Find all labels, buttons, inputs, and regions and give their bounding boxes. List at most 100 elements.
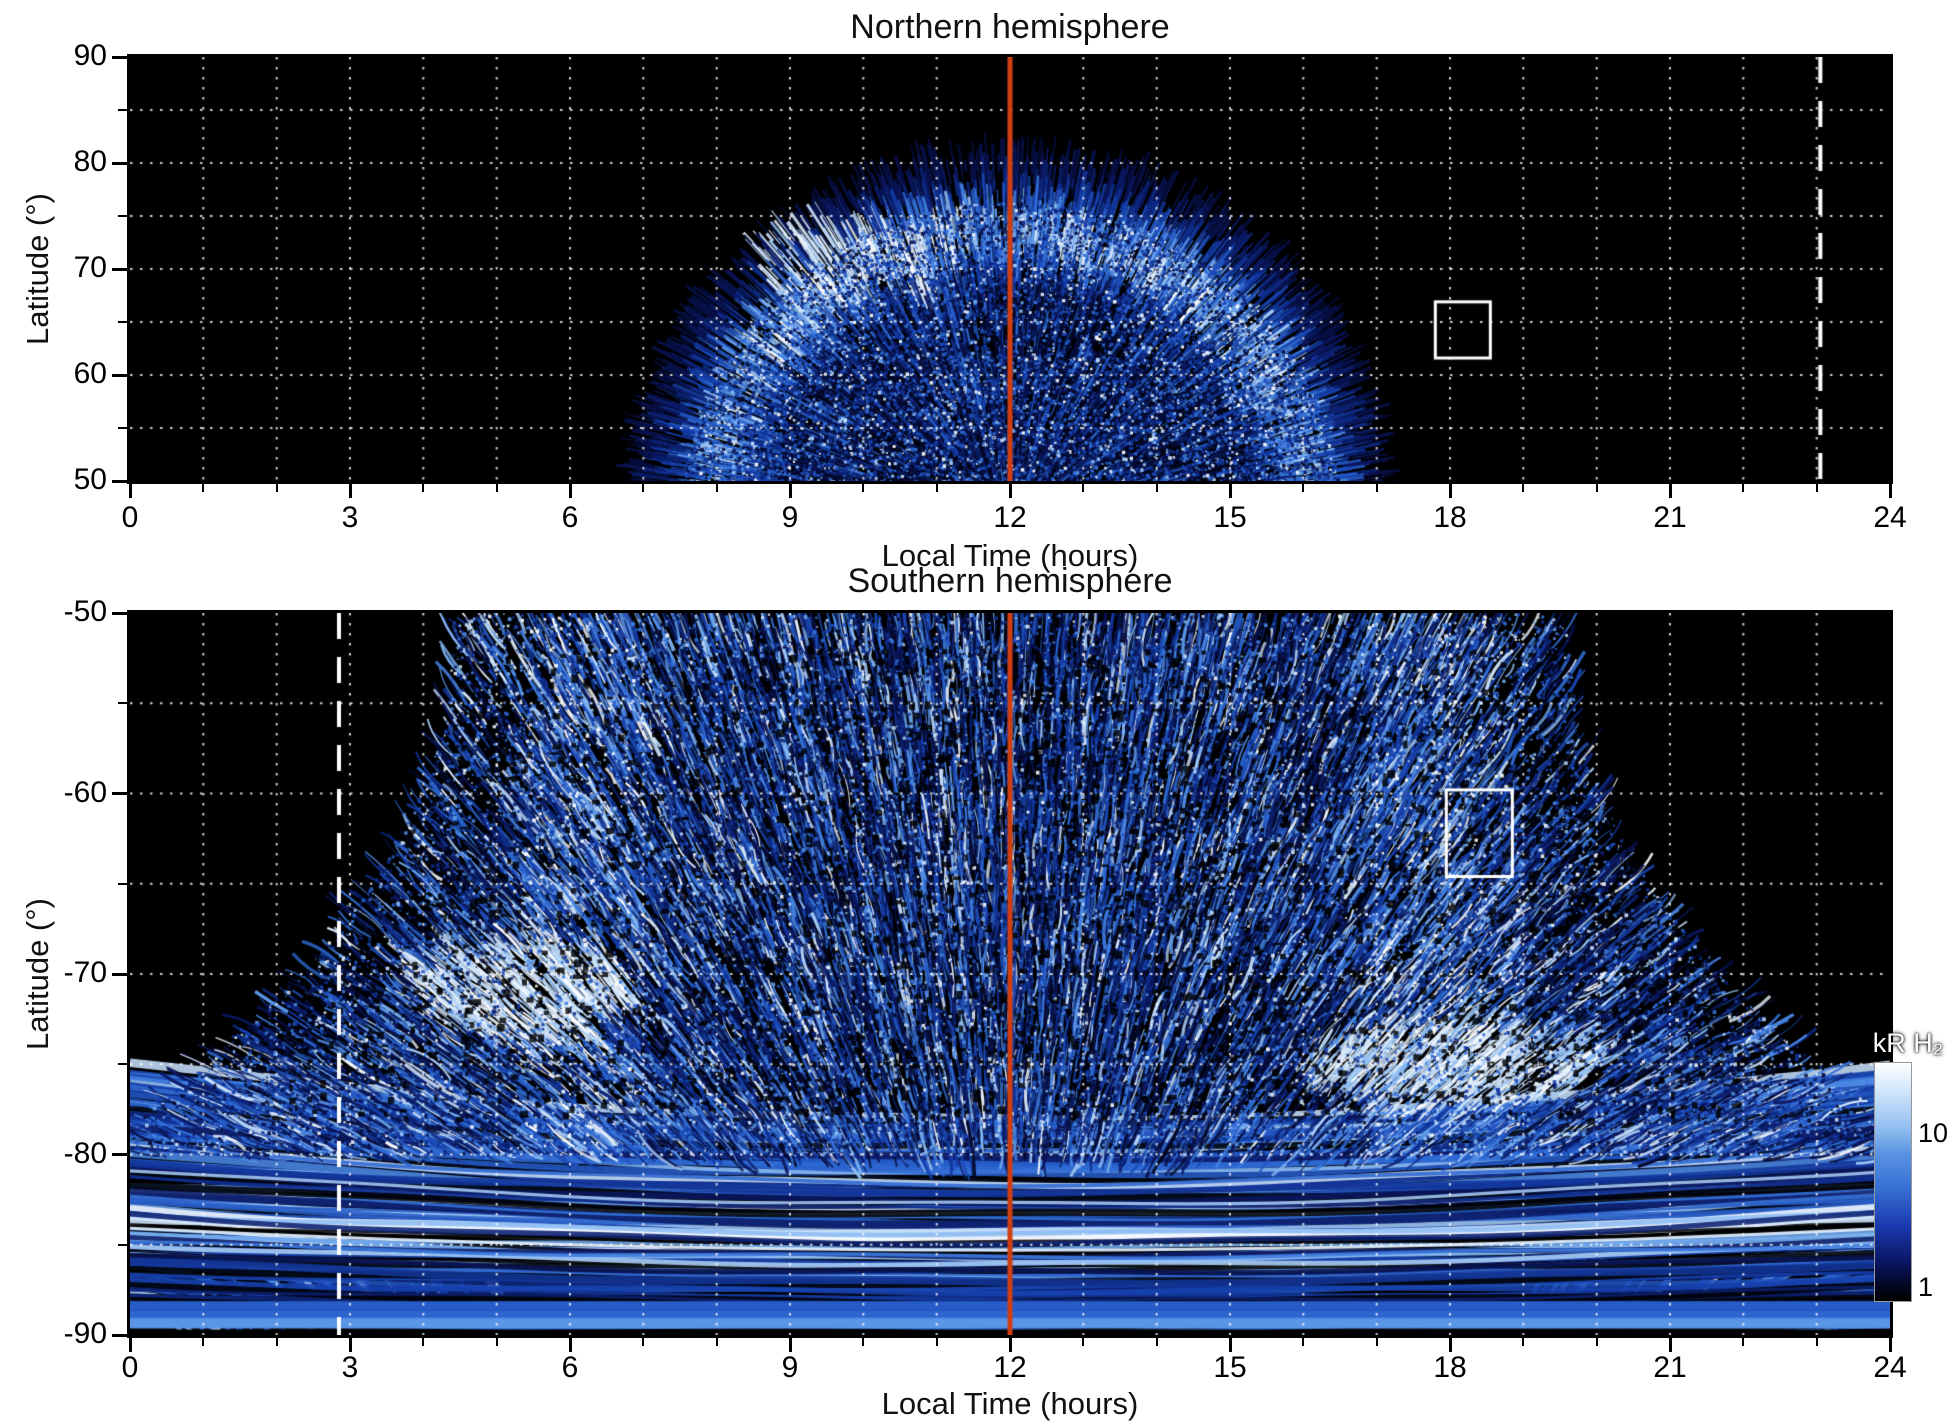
north-x-tick — [1595, 484, 1598, 492]
south-y-tick — [112, 611, 127, 615]
south-x-tick — [1595, 1338, 1598, 1346]
north-x-tick-label: 18 — [1433, 501, 1467, 534]
north-x-tick — [1375, 484, 1378, 492]
north-y-tick — [118, 427, 127, 429]
north-x-tick — [348, 484, 352, 498]
south-x-tick — [788, 1338, 792, 1352]
north-x-tick — [1888, 484, 1892, 498]
south-x-tick — [1375, 1338, 1378, 1346]
north-x-tick — [1228, 484, 1232, 498]
south-x-tick — [1155, 1338, 1158, 1346]
north-y-tick — [112, 479, 127, 483]
north-x-tick-label: 21 — [1653, 501, 1687, 534]
south-y-tick — [118, 1063, 127, 1066]
north-x-tick — [1155, 484, 1158, 492]
south-y-tick-label: -50 — [63, 595, 107, 628]
north-x-tick — [1742, 484, 1745, 492]
south-x-tick — [1888, 1338, 1892, 1352]
south-x-tick — [1228, 1338, 1232, 1352]
south-x-tick — [715, 1338, 718, 1346]
south-x-tick — [495, 1338, 498, 1346]
north-x-tick — [1668, 484, 1672, 498]
south-x-tick-label: 21 — [1653, 1351, 1687, 1384]
south-y-tick-label: -70 — [63, 956, 107, 989]
north-x-tick — [1082, 484, 1085, 492]
south-x-tick-label: 15 — [1213, 1351, 1247, 1384]
north-x-tick — [495, 484, 498, 492]
south-x-tick — [642, 1338, 645, 1346]
south-x-tick — [568, 1338, 572, 1352]
north-x-tick — [935, 484, 938, 492]
north-x-tick-label: 15 — [1213, 501, 1247, 534]
south-y-tick — [112, 1333, 127, 1337]
south-x-tick — [1082, 1338, 1085, 1346]
north-x-tick — [642, 484, 645, 492]
north-y-tick — [112, 373, 127, 377]
north-y-tick — [118, 109, 127, 111]
south-y-tick — [112, 1153, 127, 1156]
north-x-tick-label: 0 — [121, 501, 139, 534]
north-x-tick — [715, 484, 718, 492]
south-x-tick — [1008, 1338, 1012, 1352]
south-x-tick-label: 12 — [993, 1351, 1027, 1384]
south-x-tick-label: 6 — [561, 1351, 579, 1384]
south-x-tick — [1302, 1338, 1305, 1346]
colorbar-tick-10: 10 — [1918, 1118, 1949, 1148]
north-x-tick — [862, 484, 865, 492]
south-x-tick — [862, 1338, 865, 1346]
north-x-tick — [1448, 484, 1452, 498]
south-x-tick — [1668, 1338, 1672, 1352]
colorbar-tick-1: 1 — [1918, 1272, 1934, 1302]
north-x-tick — [275, 484, 278, 492]
north-y-tick-label: 90 — [73, 39, 107, 72]
north-x-tick-label: 12 — [993, 501, 1027, 534]
south-x-tick — [275, 1338, 278, 1346]
north-x-tick — [788, 484, 792, 498]
south-x-tick — [128, 1338, 132, 1352]
north-x-tick — [1008, 484, 1012, 498]
south-x-tick — [1448, 1338, 1452, 1352]
north-y-tick — [118, 321, 127, 323]
south-y-tick — [112, 792, 127, 795]
north-xaxis-label: Local Time (hours) — [881, 538, 1139, 573]
north-x-tick — [422, 484, 425, 492]
north-x-tick — [202, 484, 205, 492]
south-x-tick — [422, 1338, 425, 1346]
north-x-tick — [128, 484, 132, 498]
south-y-tick — [112, 972, 127, 976]
north-y-tick-label: 70 — [73, 251, 107, 284]
north-plot-title: Northern hemisphere — [850, 8, 1170, 46]
south-x-tick-label: 0 — [121, 1351, 139, 1384]
north-y-tick-label: 60 — [73, 357, 107, 390]
north-x-tick — [1522, 484, 1525, 492]
north-y-tick-label: 50 — [73, 463, 107, 496]
south-x-tick — [1742, 1338, 1745, 1346]
north-y-tick — [112, 161, 127, 165]
north-y-tick — [112, 267, 127, 271]
south-x-tick-label: 3 — [341, 1351, 359, 1384]
north-y-tick — [118, 215, 127, 217]
south-plot-frame — [127, 610, 1893, 1338]
north-x-tick-label: 9 — [781, 501, 799, 534]
south-y-tick-label: -90 — [63, 1317, 107, 1350]
north-plot-frame — [127, 54, 1893, 484]
south-x-tick — [935, 1338, 938, 1346]
south-plot-title: Southern hemisphere — [847, 562, 1173, 600]
south-y-tick-label: -60 — [63, 775, 107, 809]
south-x-tick-label: 18 — [1433, 1351, 1467, 1384]
north-x-tick-label: 3 — [341, 501, 359, 534]
south-plot-canvas — [130, 613, 1890, 1335]
south-x-tick — [1522, 1338, 1525, 1346]
north-x-tick — [1302, 484, 1305, 492]
south-x-tick — [348, 1338, 352, 1352]
north-plot-canvas — [130, 57, 1890, 481]
north-y-tick — [112, 55, 127, 59]
south-x-tick-label: 24 — [1873, 1351, 1907, 1384]
south-x-tick-label: 9 — [781, 1351, 799, 1384]
north-x-tick — [1815, 484, 1818, 492]
south-x-tick — [202, 1338, 205, 1346]
south-y-tick — [118, 882, 127, 885]
south-xaxis-label: Local Time (hours) — [881, 1386, 1139, 1421]
south-y-tick-label: -80 — [63, 1136, 107, 1170]
